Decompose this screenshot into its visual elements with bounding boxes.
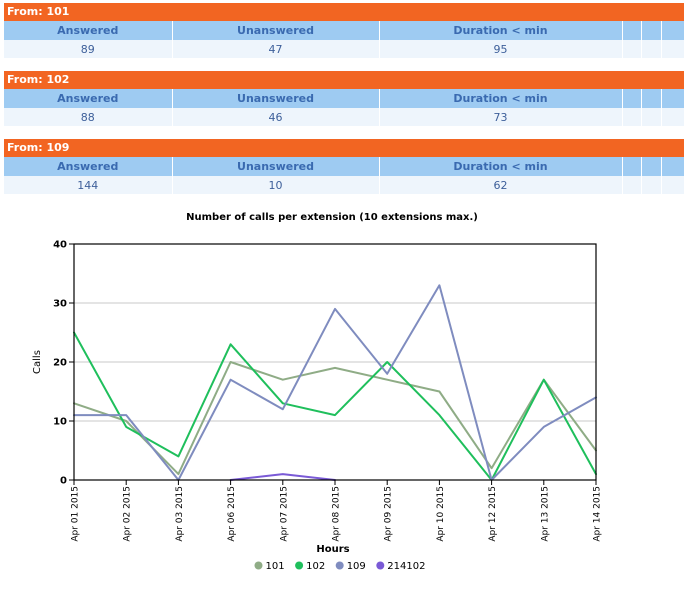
table-row: 89 47 95 — [4, 40, 685, 58]
y-axis-label: Calls — [32, 350, 43, 374]
legend-label-214102: 214102 — [387, 561, 425, 572]
answered-value: 88 — [4, 108, 173, 126]
from-header: From: 101 — [4, 3, 684, 21]
x-tick-label: Apr 13 2015 — [540, 486, 550, 542]
column-header-unanswered: Unanswered — [172, 89, 380, 108]
legend-marker-101 — [254, 561, 263, 570]
unanswered-value: 47 — [172, 40, 380, 58]
empty-cell — [661, 108, 685, 126]
unanswered-value: 46 — [172, 108, 380, 126]
x-tick-label: Apr 07 2015 — [279, 486, 289, 542]
series-line-101 — [73, 361, 597, 476]
y-tick-label: 10 — [53, 417, 67, 428]
column-header-answered: Answered — [4, 89, 173, 108]
x-tick-label: Apr 03 2015 — [175, 486, 185, 542]
table-header-row: Answered Unanswered Duration < min — [4, 157, 685, 176]
empty-cell — [622, 108, 642, 126]
x-tick-label: Apr 01 2015 — [71, 486, 81, 542]
column-header-answered: Answered — [4, 21, 173, 40]
series-line-102 — [73, 331, 597, 481]
table-header-row: Answered Unanswered Duration < min — [4, 21, 685, 40]
duration-value: 73 — [379, 108, 623, 126]
stats-block-109: From: 109 Answered Unanswered Duration <… — [4, 139, 685, 194]
x-tick-label: Apr 10 2015 — [436, 486, 446, 542]
empty-cell — [641, 176, 662, 194]
calls-chart: Number of calls per extension (10 extens… — [0, 200, 692, 586]
y-tick-label: 0 — [60, 476, 67, 487]
answered-value: 144 — [4, 176, 173, 194]
column-header-unanswered: Unanswered — [172, 21, 380, 40]
x-tick-label: Apr 06 2015 — [227, 486, 237, 542]
chart-legend: 101 102 109 214102 — [254, 561, 425, 572]
legend-marker-214102 — [376, 561, 385, 570]
empty-cell — [661, 176, 685, 194]
empty-cell — [641, 40, 662, 58]
duration-value: 62 — [379, 176, 623, 194]
empty-cell — [622, 40, 642, 58]
legend-label-101: 101 — [266, 561, 285, 572]
series-line-214102 — [229, 473, 336, 481]
y-tick-label: 20 — [53, 358, 67, 369]
stats-table: Answered Unanswered Duration < min 89 47… — [4, 21, 685, 58]
chart-axes: 0 10 20 30 40 Apr 01 2015 Apr 02 2015 Apr 03 20… — [53, 240, 602, 542]
empty-header-cell — [641, 89, 662, 108]
chart-gridlines — [74, 302, 596, 422]
y-tick-label: 40 — [53, 240, 67, 251]
legend-label-109: 109 — [347, 561, 366, 572]
series-line-109 — [73, 284, 597, 481]
duration-value: 95 — [379, 40, 623, 58]
x-axis-label: Hours — [316, 544, 349, 555]
empty-header-cell — [622, 21, 642, 40]
table-header-row: Answered Unanswered Duration < min — [4, 89, 685, 108]
empty-header-cell — [661, 21, 685, 40]
legend-marker-109 — [335, 561, 344, 570]
column-header-unanswered: Unanswered — [172, 157, 380, 176]
empty-cell — [641, 108, 662, 126]
stats-table: Answered Unanswered Duration < min 88 46… — [4, 89, 685, 126]
x-tick-label: Apr 12 2015 — [488, 486, 498, 542]
x-tick-label: Apr 08 2015 — [332, 486, 342, 542]
empty-header-cell — [641, 157, 662, 176]
column-header-duration: Duration < min — [379, 157, 623, 176]
answered-value: 89 — [4, 40, 173, 58]
empty-header-cell — [641, 21, 662, 40]
chart-canvas: Number of calls per extension (10 extens… — [32, 212, 603, 572]
from-header: From: 102 — [4, 71, 684, 89]
chart-series — [73, 284, 597, 481]
empty-header-cell — [661, 89, 685, 108]
x-tick-label: Apr 14 2015 — [593, 486, 603, 542]
stats-block-101: From: 101 Answered Unanswered Duration <… — [4, 3, 685, 58]
stats-block-102: From: 102 Answered Unanswered Duration <… — [4, 71, 685, 126]
unanswered-value: 10 — [172, 176, 380, 194]
x-tick-label: Apr 02 2015 — [123, 486, 133, 542]
empty-cell — [622, 176, 642, 194]
column-header-answered: Answered — [4, 157, 173, 176]
column-header-duration: Duration < min — [379, 21, 623, 40]
y-tick-label: 30 — [53, 299, 67, 310]
column-header-duration: Duration < min — [379, 89, 623, 108]
from-header: From: 109 — [4, 139, 684, 157]
empty-cell — [661, 40, 685, 58]
table-row: 88 46 73 — [4, 108, 685, 126]
legend-label-102: 102 — [306, 561, 325, 572]
chart-title: Number of calls per extension (10 extens… — [186, 212, 478, 223]
empty-header-cell — [622, 157, 642, 176]
x-tick-label: Apr 09 2015 — [384, 486, 394, 542]
table-row: 144 10 62 — [4, 176, 685, 194]
stats-table: Answered Unanswered Duration < min 144 1… — [4, 157, 685, 194]
empty-header-cell — [622, 89, 642, 108]
legend-marker-102 — [295, 561, 304, 570]
empty-header-cell — [661, 157, 685, 176]
